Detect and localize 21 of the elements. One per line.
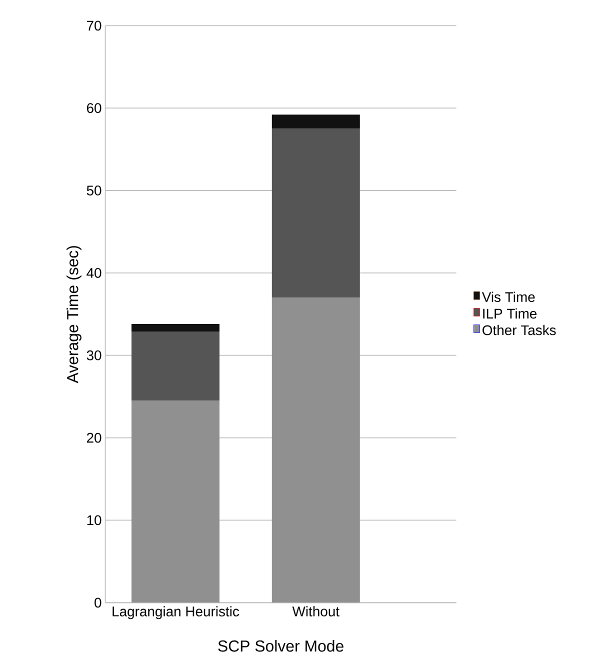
y-tick-label: 10 [87, 515, 102, 526]
x-tick-label: Without [292, 606, 340, 616]
legend-label: Other Tasks [482, 324, 556, 336]
legend-label: Vis Time [482, 292, 535, 302]
y-tick-label: 50 [86, 186, 102, 196]
bar [272, 298, 360, 603]
x-axis-title: SCP Solver Mode [218, 640, 344, 652]
y-tick-label: 0 [94, 598, 102, 608]
x-tick-label: Lagrangian Heuristic [112, 606, 240, 620]
legend-label: ILP Time [483, 308, 537, 319]
y-tick-label: 20 [86, 432, 102, 443]
y-tick-label: 70 [86, 20, 102, 31]
bar [132, 400, 220, 603]
y-tick-label: 40 [86, 268, 102, 278]
bar [272, 128, 360, 298]
y-axis-title: Average Time (sec) [66, 246, 82, 384]
y-tick-label: 60 [86, 103, 102, 114]
bar [132, 331, 220, 401]
y-tick-label: 30 [86, 350, 102, 360]
bar [132, 324, 220, 332]
bar [272, 114, 360, 129]
